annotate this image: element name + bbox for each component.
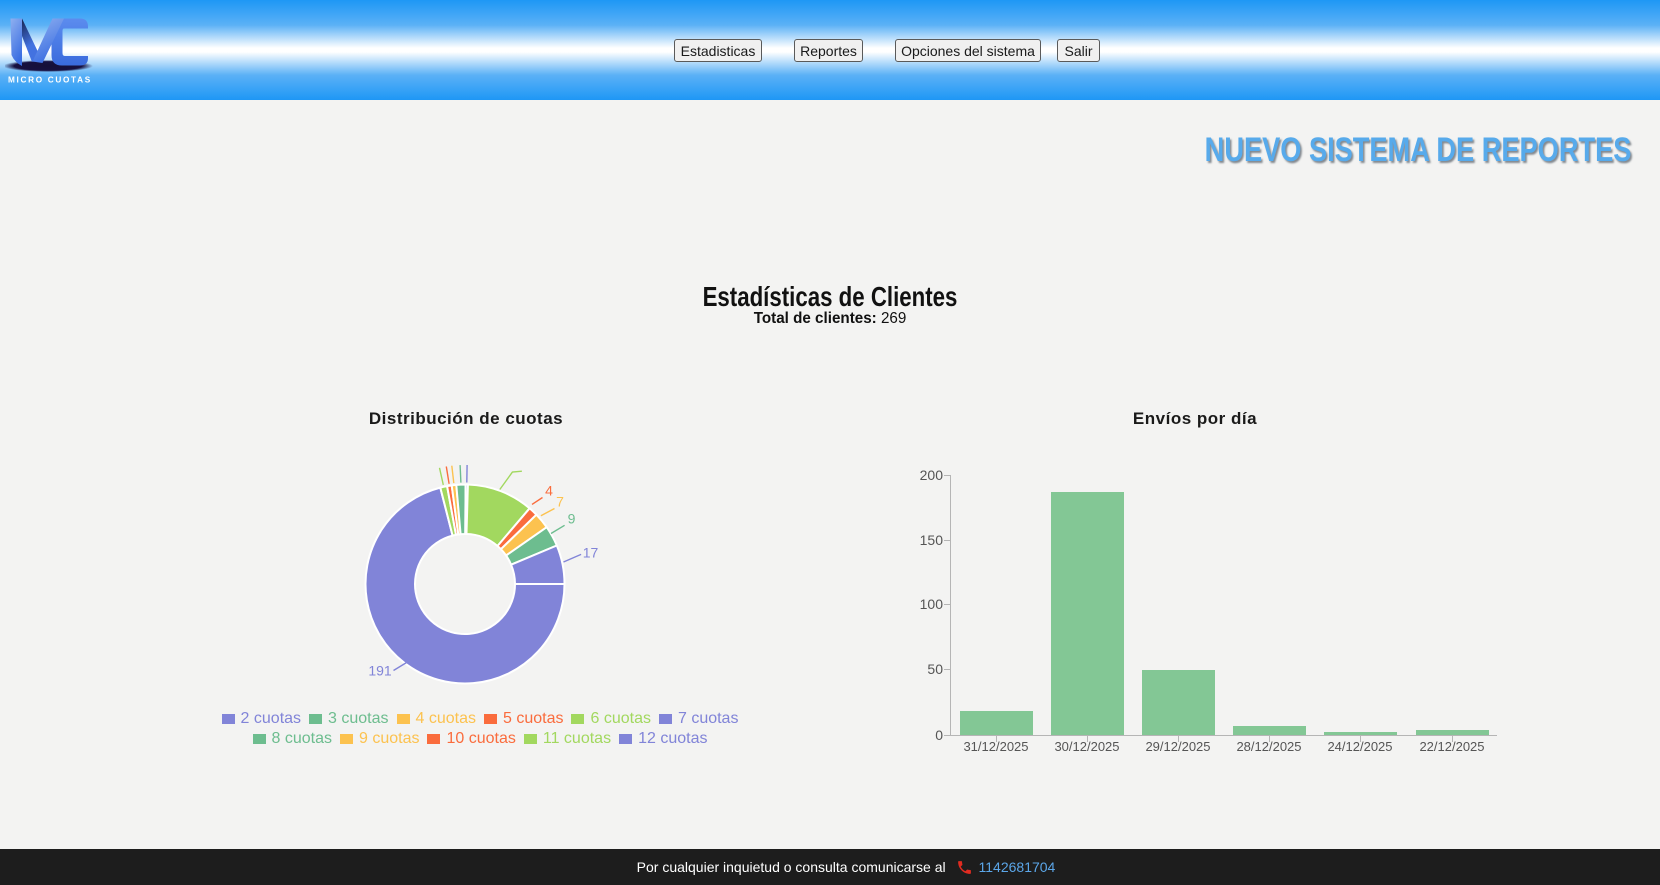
svg-text:9: 9 [568,511,576,527]
svg-text:7: 7 [556,494,564,510]
svg-text:191: 191 [368,663,392,679]
svg-text:4: 4 [545,483,553,499]
svg-text:17: 17 [583,545,599,561]
svg-text:MICRO CUOTAS: MICRO CUOTAS [8,76,92,85]
